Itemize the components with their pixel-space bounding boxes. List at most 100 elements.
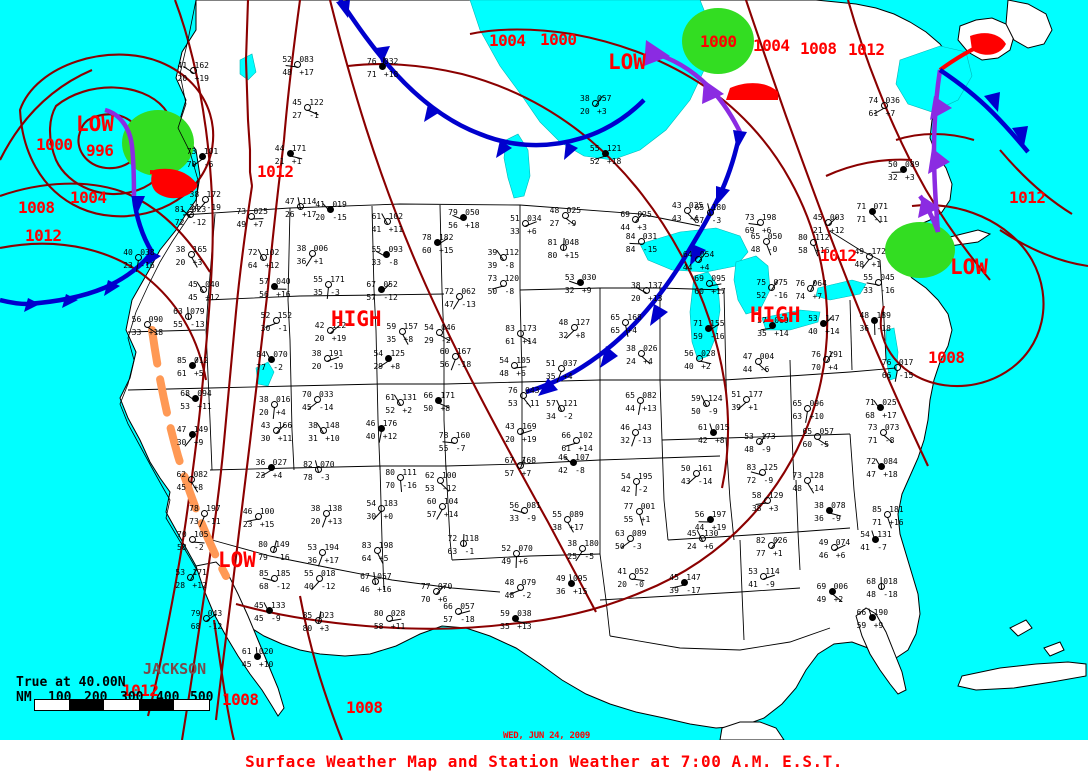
station-pressure: 027 (272, 458, 288, 468)
station-pressure-tendency: +6 (527, 226, 537, 236)
station-pressure-tendency: +4 (276, 408, 286, 418)
station-pressure: 043 (208, 610, 222, 618)
scale-unit-label: NM (16, 690, 32, 705)
station-pressure-tendency: +4 (272, 471, 283, 481)
station-dewpoint: 38 (751, 504, 762, 514)
state-line-15 (451, 553, 601, 561)
station-dewpoint: 46 (360, 585, 370, 595)
station-pressure: 104 (443, 497, 459, 507)
station-temperature: 46 (365, 419, 376, 429)
station-pressure: 015 (714, 422, 730, 432)
station-pressure: 172 (871, 246, 886, 256)
station-dewpoint: 35 (757, 328, 767, 338)
station-pressure-tendency: -5 (819, 440, 830, 450)
station-temperature: 45 (686, 529, 697, 539)
station-pressure: 111 (402, 467, 417, 477)
station-cloud-cover-symbol (294, 61, 302, 68)
station-dewpoint: 70 (420, 594, 431, 604)
station-dewpoint: 44 (694, 522, 705, 532)
station-dewpoint: 42 (621, 484, 631, 494)
station-pressure: 032 (383, 56, 399, 66)
station-pressure-tendency: -1 (277, 323, 288, 333)
great-lakes-michigan (689, 271, 721, 361)
station-temperature: 47 (176, 425, 187, 435)
station-temperature: 38 (259, 395, 269, 405)
station-dewpoint: 53 (180, 401, 190, 411)
station-dewpoint: 55 (623, 514, 634, 524)
station-pressure: 198 (761, 212, 777, 222)
station-pressure-tendency: +15 (564, 250, 580, 260)
station-wind-barb (629, 242, 642, 245)
station-pressure: 125 (763, 463, 778, 473)
station-pressure-tendency: -1 (464, 547, 475, 557)
florida-peninsula (855, 607, 907, 695)
station-dewpoint: 61 (176, 368, 187, 378)
station-cloud-cover-symbol (272, 427, 280, 435)
station-pressure: 040 (276, 277, 291, 287)
station-pressure: 177 (748, 390, 763, 400)
station-pressure-tendency: -15 (332, 213, 347, 223)
station-pressure-tendency: +7 (885, 109, 896, 119)
station-temperature: 55 (304, 569, 314, 579)
station-pressure: 100 (259, 507, 275, 517)
station-pressure: 026 (643, 344, 658, 354)
station-pressure: 189 (876, 310, 891, 320)
station-dewpoint: 40 (684, 361, 694, 371)
isobar-label: 1012 (848, 40, 885, 59)
station-dewpoint: 35 (313, 288, 323, 298)
station-temperature: 81 (547, 237, 558, 247)
station-dewpoint: 64 (247, 261, 258, 271)
station-pressure: 046 (441, 322, 456, 332)
station-pressure: 070 (518, 543, 533, 553)
station-dewpoint: 44 (620, 222, 630, 232)
station-dewpoint: 68 (190, 622, 201, 632)
station-dewpoint: 55 (173, 320, 183, 330)
station-dewpoint: 45 (254, 614, 264, 624)
station-temperature: 38 (189, 189, 200, 199)
station-temperature: 72 (447, 534, 458, 544)
station-cloud-cover-symbol (632, 215, 640, 223)
station-dewpoint: 47 (444, 299, 454, 309)
station-pressure-tendency: -12 (321, 582, 336, 592)
station-temperature: 38 (626, 344, 636, 354)
station-pressure-tendency: +2 (402, 405, 413, 415)
station-pressure: 149 (193, 425, 209, 435)
station-temperature: 56 (509, 500, 520, 510)
station-dewpoint: 39 (487, 261, 498, 271)
station-dewpoint: 44 (682, 263, 693, 273)
pacific-coastline (119, 0, 199, 573)
state-line-14 (379, 465, 385, 591)
station-temperature: 76 (811, 349, 821, 359)
station-pressure-tendency: +9 (581, 285, 592, 295)
station-temperature: 65 (625, 391, 635, 401)
occluded-front-atlantic (918, 194, 941, 233)
station-temperature: 68 (866, 577, 876, 587)
station-temperature: 54 (366, 499, 377, 509)
station-dewpoint: 79 (258, 553, 268, 563)
station-temperature: 51 (731, 390, 741, 400)
station-dewpoint: 39 (669, 585, 679, 595)
station-pressure-tendency: +17 (882, 410, 897, 420)
isobar-1000 (48, 86, 176, 195)
station-pressure: 057 (819, 427, 834, 437)
station-dewpoint: 57 (443, 615, 453, 625)
station-cloud-cover-symbol (323, 354, 331, 362)
station-pressure-tendency: +17 (299, 68, 314, 77)
station-dewpoint: 53 (508, 399, 518, 409)
station-dewpoint: 20 (505, 435, 515, 445)
station-temperature: 48 (859, 310, 870, 320)
station-pressure-tendency: +16 (815, 246, 830, 256)
station-pressure: 001 (640, 501, 656, 511)
station-pressure-tendency: +2 (701, 361, 711, 371)
station-pressure-tendency: -8 (388, 258, 399, 268)
station-pressure-tendency: -11 (525, 399, 540, 409)
isobar-main-6 (235, 28, 829, 630)
city-label: JACKSON (143, 660, 207, 678)
station-pressure: 070 (273, 349, 288, 359)
warm-front-northeast (938, 38, 993, 72)
station-pressure: 052 (383, 279, 398, 289)
station-cloud-cover-symbol (694, 256, 702, 264)
station-temperature: 72 (247, 248, 258, 258)
station-dewpoint: 50 (487, 286, 498, 296)
station-pressure: 025 (882, 397, 897, 407)
